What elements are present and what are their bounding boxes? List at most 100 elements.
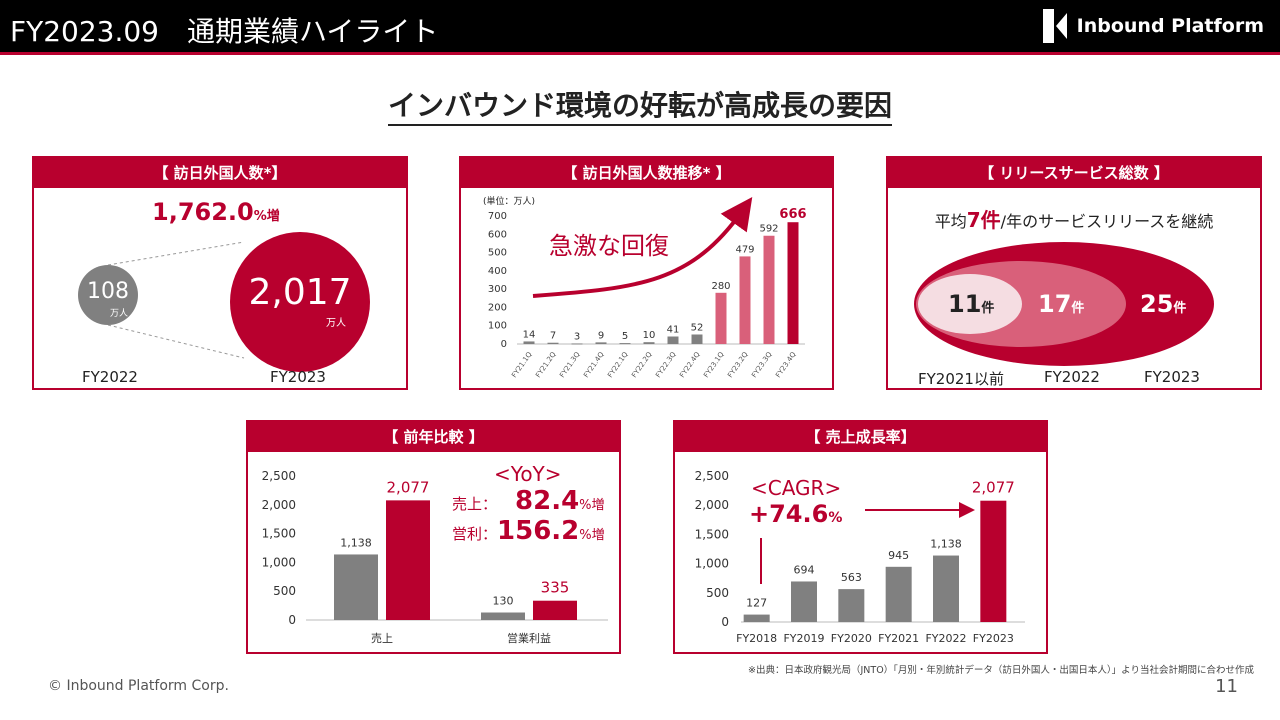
- trend-ytick-label: 500: [488, 248, 507, 259]
- growth-ytick-label: 2,500: [695, 469, 729, 483]
- trend-arrow: [532, 196, 753, 298]
- growth-bar: [838, 589, 865, 622]
- fy2022-circle: [78, 265, 138, 325]
- yoy-ytick-label: 2,000: [262, 498, 296, 512]
- release-label-fy2023: FY2023: [1144, 368, 1200, 386]
- growth-category-label: FY2023: [973, 632, 1014, 645]
- release-count-fy2023-num: 25: [1140, 290, 1174, 318]
- trend-unit-label: (単位：万人): [483, 197, 536, 207]
- copyright: © Inbound Platform Corp.: [48, 678, 229, 694]
- growth-ytick-label: 1,000: [695, 557, 729, 571]
- trend-bar: [643, 342, 655, 344]
- trend-value-label: 52: [691, 322, 704, 333]
- headline-text: インバウンド環境の好転が高成長の要因: [387, 89, 892, 126]
- release-count-fy2023-unit: 件: [1173, 301, 1187, 316]
- growth-category-label: FY2021: [878, 632, 919, 645]
- trend-category-label: FY23.1Q: [702, 350, 726, 379]
- yoy-panel-title: 【 前年比較 】: [248, 422, 619, 452]
- yoy-bar: [386, 500, 430, 620]
- trend-bar: [619, 343, 631, 345]
- yoy-value-label: 335: [541, 579, 570, 597]
- release-label-fy2022: FY2022: [1044, 368, 1100, 386]
- release-label-fy2021: FY2021以前: [918, 370, 1004, 388]
- yoy-heading: <YoY>: [494, 462, 562, 486]
- yoy-op-unit: %増: [579, 528, 605, 543]
- release-subtitle-num: 7件: [966, 208, 1001, 232]
- trend-chart: 0 100 200 300 400 500 600 700 14 FY21.1Q 7 FY21.2Q 3…: [488, 196, 807, 379]
- yoy-chart: 0 500 1,000 1,500 2,000 2,500 1,138 2,077 売上 130 3…: [262, 469, 608, 645]
- trend-bar: [739, 256, 751, 344]
- release-diagram: [914, 242, 1214, 366]
- growth-bar: [885, 566, 912, 622]
- yoy-ytick-label: 0: [288, 613, 296, 627]
- yoy-category-label: 売上: [371, 632, 393, 645]
- growth-category-label: FY2020: [831, 632, 872, 645]
- yoy-op-label: 営利：: [452, 525, 498, 543]
- growth-ytick-label: 500: [706, 586, 729, 600]
- trend-bar: [787, 222, 799, 344]
- trend-category-label: FY23.2Q: [726, 350, 750, 379]
- growth-value-label: 1,138: [930, 538, 962, 551]
- release-subtitle: 平均7件/年のサービスリリースを継続: [888, 204, 1260, 233]
- source-note: ※出典：日本政府観光局（JNTO）「月別・年別統計データ（訪日外国人・出国日本人…: [748, 665, 1254, 676]
- growth-ytick-label: 2,000: [695, 498, 729, 512]
- growth-ytick-label: 0: [721, 615, 729, 629]
- yoy-ytick-label: 1,500: [262, 527, 296, 541]
- yoy-sales-value: 82.4: [515, 486, 580, 516]
- trend-category-label: FY23.4Q: [774, 350, 798, 379]
- fy2022-value: 108: [87, 279, 129, 304]
- trend-category-label: FY22.4Q: [678, 350, 702, 379]
- trend-category-label: FY21.1Q: [510, 350, 534, 379]
- yoy-bar: [533, 600, 577, 620]
- trend-bar: [715, 292, 727, 344]
- growth-category-label: FY2022: [925, 632, 966, 645]
- release-count-fy2022-num: 17: [1038, 290, 1072, 318]
- release-count-fy2022: 17件: [1038, 290, 1084, 318]
- trend-category-label: FY22.3Q: [654, 350, 678, 379]
- growth-panel-title: 【 売上成長率】: [675, 422, 1046, 452]
- cagr-value-line: +74.6%: [749, 500, 842, 528]
- growth-bar: [933, 555, 959, 622]
- yoy-value-label: 1,138: [340, 536, 372, 549]
- fy2022-unit: 万人: [109, 309, 128, 319]
- trend-ytick-label: 0: [501, 339, 507, 350]
- headline: インバウンド環境の好転が高成長の要因: [0, 84, 1280, 126]
- release-count-fy2021-num: 11: [948, 290, 982, 318]
- growth-panel: 【 売上成長率】 0 500 1,000 1,500 2,000 2,500 127 FY20…: [673, 420, 1048, 654]
- yoy-ytick-label: 1,000: [262, 555, 296, 569]
- trend-value-label: 9: [598, 330, 604, 341]
- trend-bar: [763, 235, 775, 344]
- visitors-panel: 【 訪日外国人数*】 1,762.0%増 108 万人 2,017 万人 FY2…: [32, 156, 408, 390]
- release-count-fy2021: 11件: [948, 290, 994, 318]
- visitors-label-fy2022: FY2022: [82, 368, 138, 386]
- trend-bar: [595, 342, 607, 344]
- yoy-category-label: 営業利益: [507, 631, 551, 645]
- yoy-sales-unit: %増: [579, 498, 605, 513]
- trend-bar: [691, 334, 703, 344]
- release-panel-title: 【 リリースサービス総数 】: [888, 158, 1260, 188]
- growth-bar: [791, 581, 817, 622]
- header-accent-line: [0, 52, 1280, 55]
- growth-rate: 1,762.0%増: [152, 198, 280, 226]
- cagr-value: +74.6: [749, 500, 829, 528]
- growth-value-label: 127: [746, 597, 767, 610]
- yoy-sales-line: 売上： 82.4%増: [452, 486, 605, 516]
- trend-ytick-label: 600: [488, 229, 507, 240]
- visitors-label-fy2023: FY2023: [270, 368, 326, 386]
- trend-bar: [667, 336, 679, 344]
- brand-name: Inbound Platform: [1076, 15, 1264, 37]
- release-count-fy2022-unit: 件: [1071, 301, 1085, 316]
- trend-value-label: 479: [735, 244, 754, 255]
- fy2021-ellipse: [918, 274, 1022, 334]
- cagr-unit: %: [828, 510, 843, 526]
- trend-ytick-label: 700: [488, 211, 507, 222]
- growth-unit: %増: [253, 209, 280, 224]
- release-count-fy2023: 25件: [1140, 290, 1186, 318]
- trend-category-label: FY23.3Q: [750, 350, 774, 379]
- yoy-bar: [481, 612, 525, 620]
- trend-ytick-label: 100: [488, 321, 507, 332]
- trend-category-label: FY21.4Q: [582, 350, 606, 379]
- yoy-value-label: 2,077: [387, 478, 430, 496]
- trend-annotation: 急激な回復: [549, 232, 669, 260]
- trend-value-label: 7: [550, 331, 556, 342]
